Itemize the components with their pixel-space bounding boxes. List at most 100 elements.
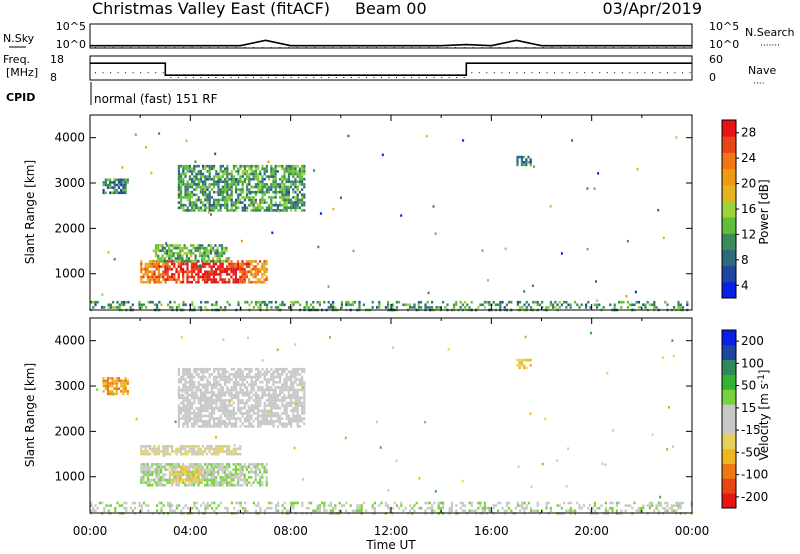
heatmap-cell [246, 170, 249, 173]
heatmap-cell [257, 175, 260, 178]
heatmap-cell [235, 501, 238, 505]
heatmap-cell [122, 387, 125, 390]
heatmap-cell [265, 470, 268, 474]
heatmap-cell [186, 209, 189, 212]
heatmap-cell [237, 167, 240, 171]
heatmap-cell [226, 170, 229, 173]
heatmap-cell [188, 386, 191, 389]
heatmap-cell [199, 170, 202, 173]
heatmap-cell [204, 175, 207, 178]
heatmap-cell [296, 396, 299, 400]
heatmap-cell [371, 300, 374, 304]
heatmap-cell [648, 504, 651, 507]
velocity-colorbar-swatch [722, 359, 736, 375]
heatmap-cell [193, 275, 196, 279]
heatmap-cell [199, 198, 202, 202]
heatmap-cell [250, 470, 253, 474]
power-colorbar-swatch [722, 265, 736, 283]
heatmap-cell [648, 506, 651, 510]
heatmap-cell [450, 501, 453, 505]
heatmap-cell [151, 262, 154, 266]
heatmap-cell [296, 378, 299, 381]
heatmap-cell [338, 501, 341, 505]
heatmap-cell [277, 306, 280, 309]
heatmap-cell [257, 167, 260, 171]
heatmap-cell [622, 300, 625, 304]
heatmap-cell [223, 252, 226, 255]
heatmap-cell [294, 406, 297, 410]
heatmap-sparse-cell [347, 134, 350, 138]
heatmap-cell [294, 399, 297, 402]
heatmap-cell [215, 447, 218, 451]
heatmap-cell [265, 409, 268, 413]
heatmap-cell [124, 186, 127, 189]
heatmap-cell [177, 388, 180, 392]
heatmap-cell [241, 383, 244, 387]
heatmap-cell [182, 396, 185, 400]
heatmap-cell [226, 468, 229, 471]
heatmap-cell [208, 273, 211, 276]
heatmap-cell [215, 273, 218, 276]
heatmap-cell [194, 465, 197, 468]
noise-search-dot [498, 47, 500, 49]
heatmap-cell [387, 300, 390, 304]
heatmap-cell [186, 401, 189, 405]
heatmap-cell [283, 396, 286, 400]
heatmap-cell [202, 378, 205, 381]
heatmap-cell [217, 391, 220, 394]
heatmap-cell [277, 504, 280, 507]
heatmap-cell [237, 201, 240, 204]
heatmap-cell [294, 203, 297, 207]
heatmap-cell [261, 422, 264, 426]
heatmap-cell [125, 501, 128, 505]
heatmap-cell [294, 300, 297, 304]
heatmap-cell [195, 445, 198, 448]
heatmap-cell [230, 425, 233, 428]
heatmap-cell [290, 375, 293, 379]
heatmap-cell [138, 504, 141, 507]
heatmap-cell [239, 465, 242, 469]
heatmap-cell [120, 300, 123, 304]
heatmap-cell [318, 303, 321, 307]
heatmap-cell [279, 380, 282, 384]
beam-label: Beam 00 [355, 0, 427, 18]
heatmap-cell [433, 501, 436, 505]
heatmap-cell [232, 425, 235, 428]
heatmap-cell [104, 183, 107, 187]
noise-search-dot [437, 47, 439, 49]
heatmap-cell [176, 252, 180, 255]
heatmap-cell [243, 419, 246, 423]
heatmap-cell [274, 509, 277, 513]
heatmap-cell [655, 504, 658, 507]
heatmap-cell [243, 476, 246, 479]
heatmap-cell [204, 476, 207, 479]
heatmap-cell [281, 373, 284, 376]
heatmap-cell [125, 506, 128, 510]
heatmap-cell [276, 183, 279, 186]
heatmap-cell [294, 170, 297, 173]
heatmap-cell [446, 303, 449, 307]
heatmap-cell [170, 478, 173, 481]
heatmap-cell [281, 417, 284, 420]
heatmap-cell [351, 303, 354, 307]
heatmap-cell [194, 478, 197, 481]
heatmap-cell [213, 198, 216, 202]
heatmap-cell [611, 509, 614, 513]
heatmap-cell [245, 468, 248, 471]
heatmap-cell [118, 504, 121, 507]
heatmap-cell [226, 375, 229, 379]
heatmap-cell [213, 303, 216, 307]
velocity-x-ticks [89, 318, 693, 513]
heatmap-cell [239, 180, 242, 184]
heatmap-cell [206, 196, 209, 199]
heatmap-cell [611, 501, 614, 505]
heatmap-cell [182, 404, 185, 407]
heatmap-cell [530, 509, 533, 513]
heatmap-cell [651, 303, 654, 307]
nave-dot [185, 77, 187, 78]
noise-search-dot [683, 47, 685, 49]
nave-dot [253, 77, 254, 78]
heatmap-cell [122, 181, 125, 184]
heatmap-cell [225, 259, 228, 263]
heatmap-cell [228, 273, 231, 276]
